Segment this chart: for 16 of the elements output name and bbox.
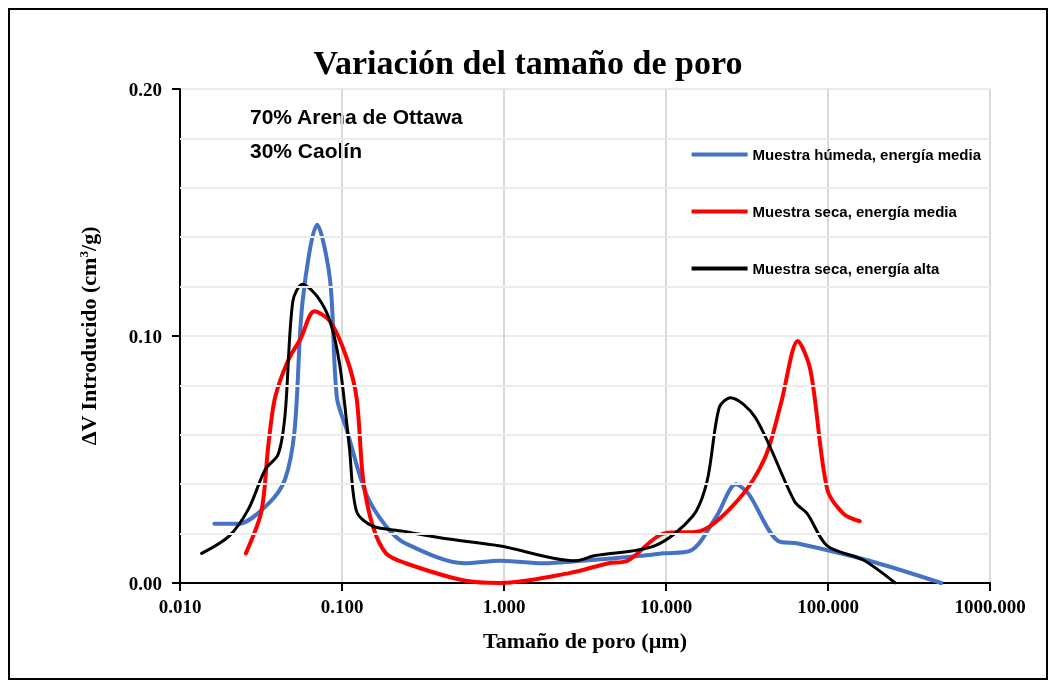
y-axis-title: ΔV Introducido (cm3/g)	[76, 226, 101, 446]
y-tick-label: 0.00	[128, 572, 162, 594]
legend-label: Muestra seca, energía media	[752, 203, 958, 220]
legend-label: Muestra húmeda, energía media	[752, 146, 982, 163]
chart-title: Variación del tamaño de poro	[313, 43, 743, 81]
y-tick-label: 0.20	[128, 78, 162, 100]
x-axis-title: Tamaño de poro (µm)	[483, 627, 687, 653]
x-tick-label: 0.010	[158, 596, 202, 617]
x-tick-label: 100.000	[797, 596, 859, 617]
annotation: 30% Caolín	[250, 139, 363, 162]
x-tick-label: 1.000	[482, 596, 526, 617]
y-tick-label: 0.10	[128, 325, 162, 347]
legend-label: Muestra seca, energía alta	[752, 260, 941, 277]
x-tick-label: 0.100	[320, 596, 364, 617]
x-tick-label: 10.000	[639, 596, 693, 617]
x-tick-label: 1000.000	[954, 596, 1026, 617]
